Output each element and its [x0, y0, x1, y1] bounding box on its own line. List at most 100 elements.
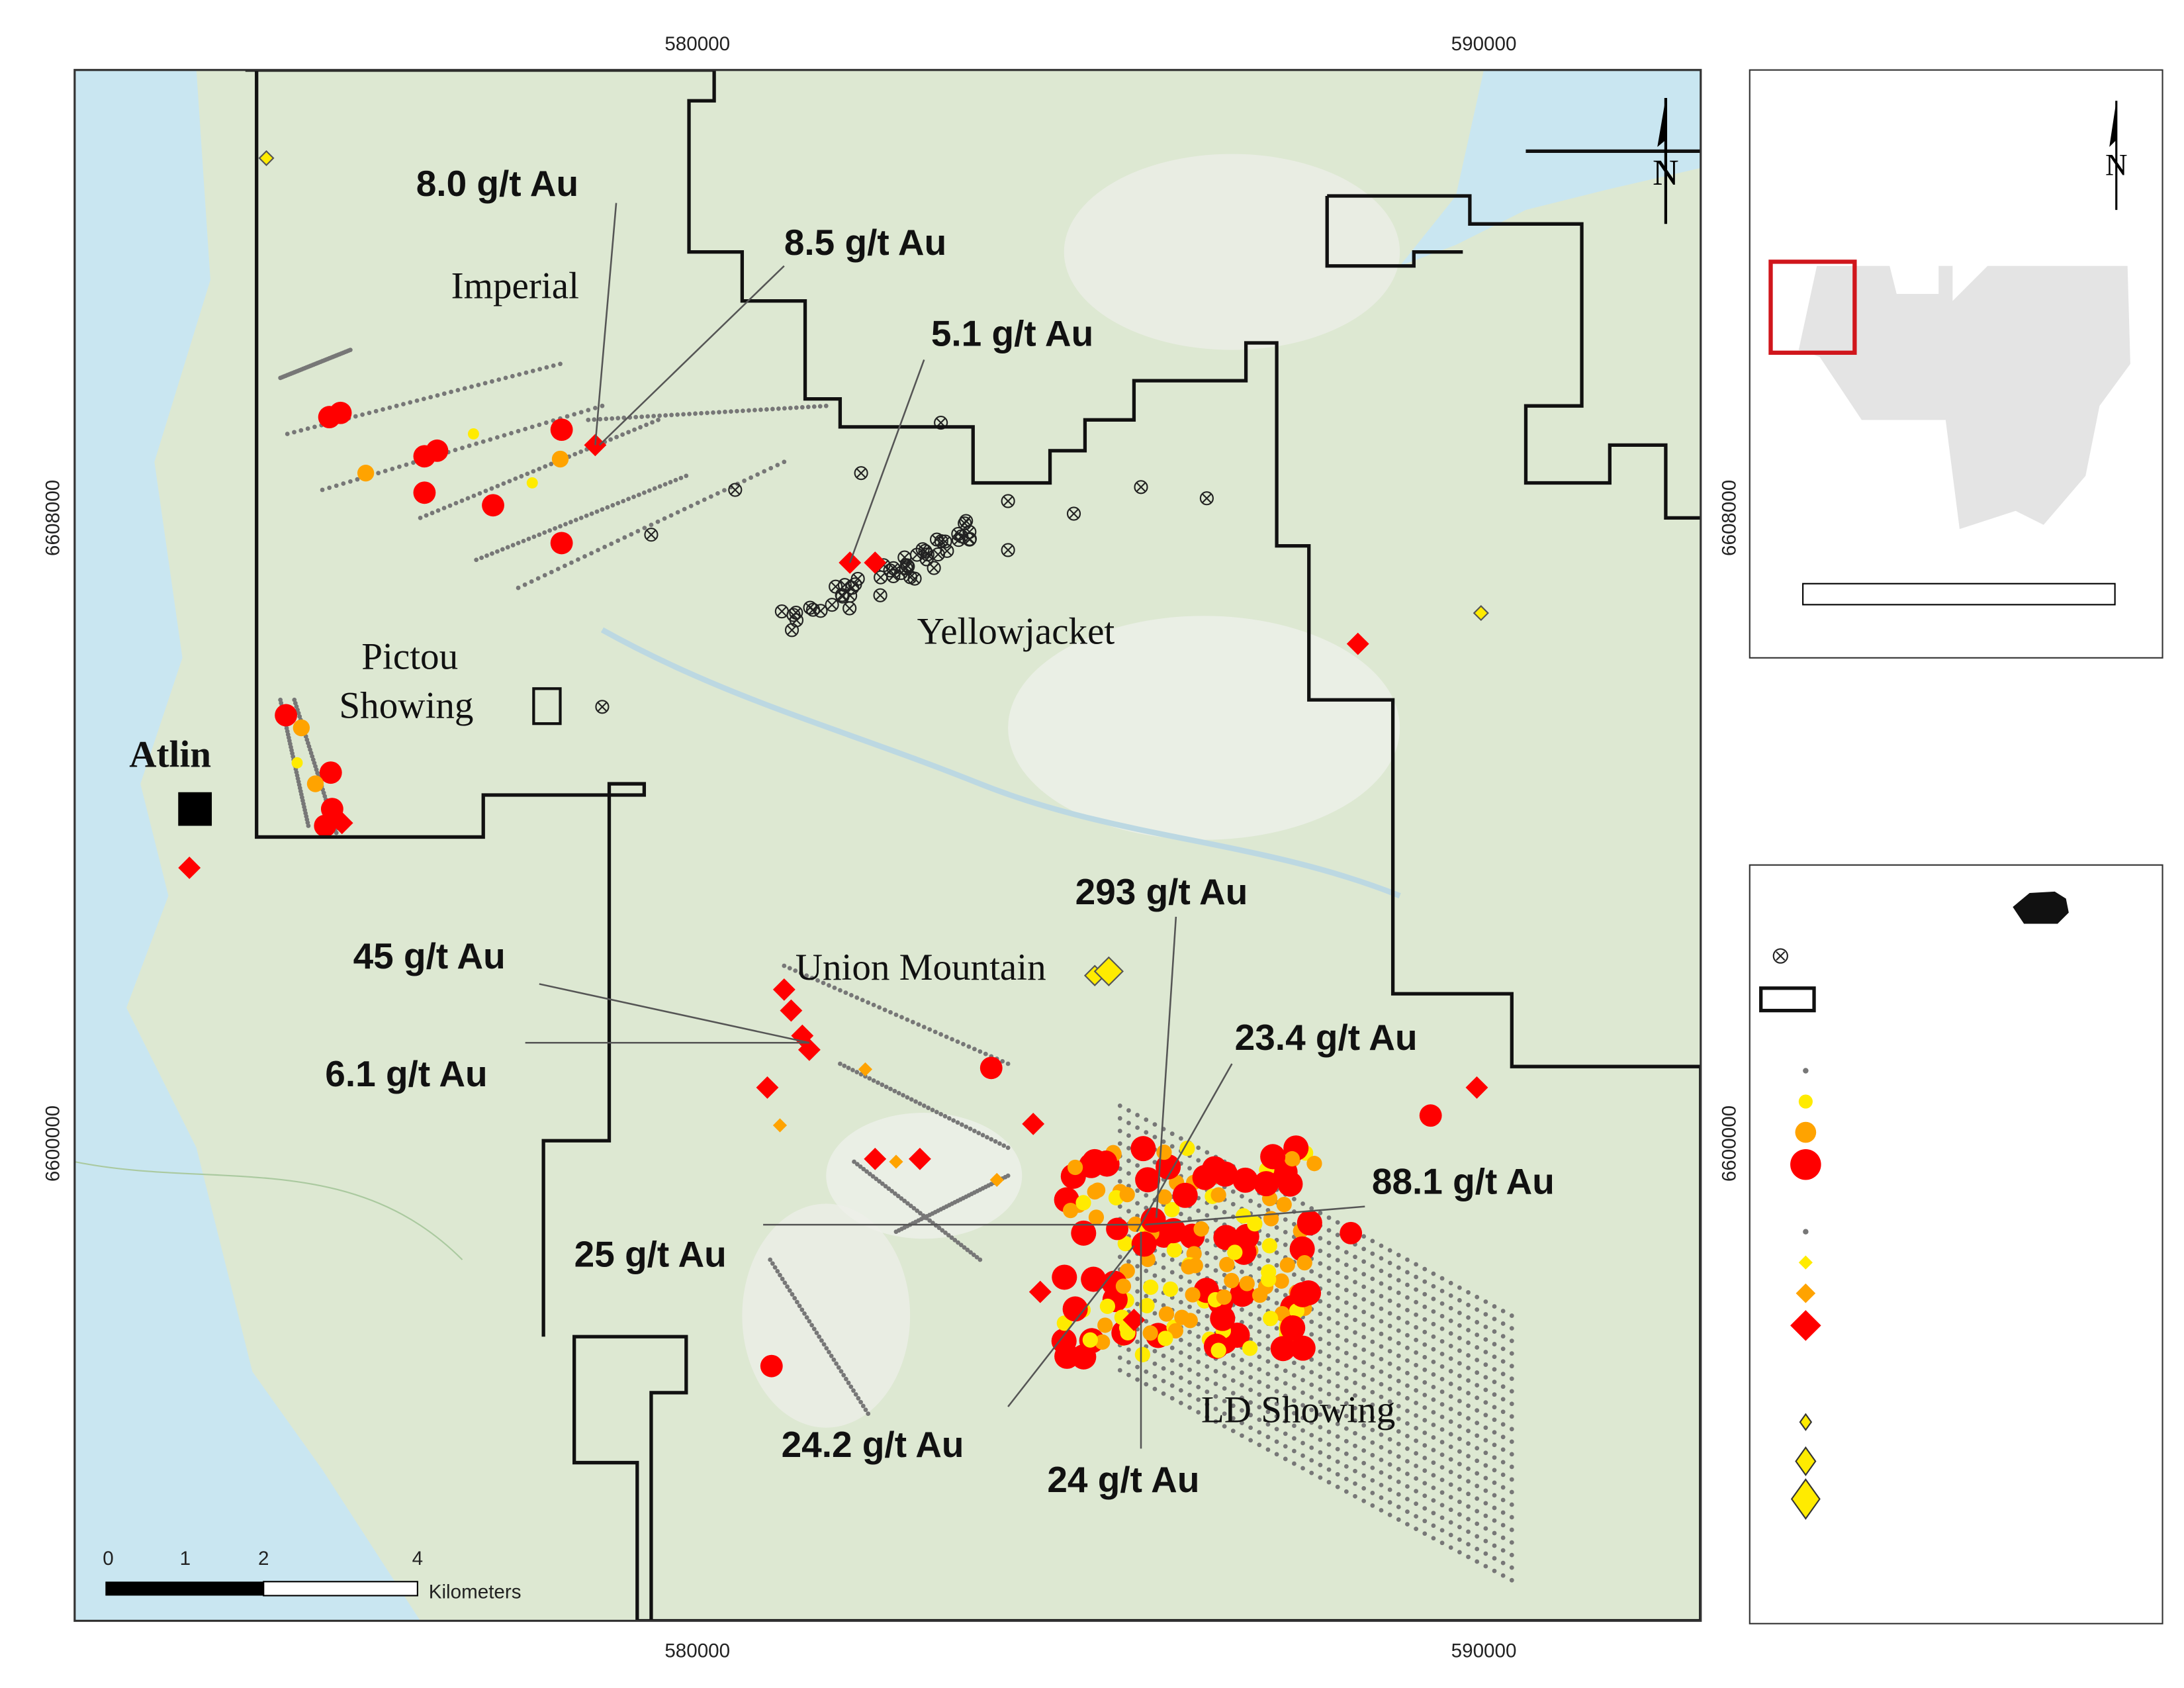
soil-sample: [553, 526, 557, 531]
soil-sample: [1431, 1334, 1436, 1339]
soil-sample: [1326, 1278, 1332, 1284]
soil-sample: [1222, 1374, 1227, 1378]
soil-sample: [1422, 1519, 1428, 1524]
soil-sample: [1117, 1355, 1122, 1360]
soil-sample: [1457, 1487, 1462, 1492]
soil-sample: [1448, 1407, 1453, 1411]
soil-sample-high: [1289, 1236, 1315, 1262]
soil-sample: [1457, 1386, 1462, 1391]
soil-sample: [896, 1090, 901, 1096]
soil-sample: [652, 486, 657, 491]
drill-collar: [962, 532, 977, 547]
soil-sample: [1396, 1479, 1401, 1484]
soil-sample: [418, 515, 423, 520]
soil-sample: [1210, 1187, 1226, 1203]
soil-sample: [620, 432, 625, 437]
soil-sample: [394, 403, 399, 408]
soil-sample: [494, 435, 500, 440]
drill-collar: [959, 514, 974, 528]
legend-symbol: [1790, 1478, 1821, 1520]
soil-sample: [1326, 1266, 1332, 1271]
soil-sample: [1318, 1399, 1323, 1405]
soil-sample: [1174, 1309, 1190, 1325]
soil-sample: [1240, 1421, 1244, 1426]
soil-sample: [1343, 1438, 1349, 1444]
logo-mark: [2013, 891, 2069, 924]
soil-sample: [1230, 1353, 1236, 1358]
soil-sample: [1300, 1466, 1305, 1471]
soil-sample: [1466, 1466, 1471, 1472]
drill-collar: [825, 598, 839, 612]
soil-sample: [1213, 1205, 1218, 1210]
soil-sample: [1187, 1279, 1192, 1284]
soil-sample: [1309, 1206, 1314, 1211]
soil-sample: [662, 482, 668, 487]
soil-sample: [1422, 1317, 1428, 1322]
soil-sample: [1326, 1442, 1332, 1447]
soil-sample: [1274, 1452, 1279, 1457]
soil-sample: [633, 414, 639, 420]
soil-sample: [1187, 1354, 1192, 1360]
legend-symbol: [1803, 1229, 1809, 1235]
soil-sample: [638, 425, 643, 430]
soil-sample: [558, 524, 563, 529]
soil-sample: [864, 1169, 869, 1174]
soil-sample: [1475, 1546, 1480, 1552]
soil-sample: [938, 1032, 944, 1037]
soil-sample: [1152, 1135, 1158, 1140]
soil-sample: [1265, 1384, 1271, 1389]
drill-collar: [875, 590, 886, 600]
soil-sample: [1387, 1475, 1392, 1479]
soil-sample: [1396, 1505, 1401, 1509]
soil-sample: [1119, 1186, 1135, 1203]
soil-sample: [1265, 1422, 1271, 1427]
soil-sample: [1326, 1228, 1332, 1233]
soil-sample: [1466, 1378, 1471, 1383]
soil-sample: [964, 1124, 969, 1129]
drill-collar: [845, 590, 855, 600]
soil-sample: [496, 377, 502, 382]
soil-sample: [1483, 1312, 1488, 1317]
soil-sample: [1196, 1372, 1201, 1377]
soil-sample: [852, 1159, 856, 1164]
soil-sample: [586, 408, 591, 412]
soil-sample: [1448, 1532, 1453, 1538]
soil-sample: [927, 1027, 933, 1032]
soil-sample: [867, 1076, 872, 1081]
soil-sample: [1265, 1346, 1271, 1351]
soil-sample: [1230, 1189, 1236, 1194]
soil-sample: [489, 486, 494, 491]
soil-sample: [854, 1162, 860, 1167]
soil-sample: [1379, 1444, 1384, 1450]
soil-sample: [1257, 1304, 1262, 1309]
soil-sample: [523, 370, 529, 375]
x-tick-label: 590000: [1451, 33, 1517, 55]
soil-sample: [1274, 1414, 1279, 1419]
soil-sample: [1509, 1577, 1514, 1583]
drill-collar: [1003, 496, 1013, 506]
soil-sample: [1483, 1299, 1488, 1304]
soil-sample: [502, 433, 507, 438]
soil-sample: [770, 1261, 775, 1266]
soil-sample: [1396, 1340, 1401, 1346]
soil-sample: [1343, 1376, 1349, 1381]
soil-sample: [913, 1099, 918, 1104]
soil-sample: [355, 477, 360, 482]
soil-sample: [1492, 1455, 1497, 1460]
soil-sample: [1370, 1264, 1375, 1269]
soil-sample: [1230, 1416, 1236, 1421]
soil-sample: [1126, 1108, 1131, 1113]
soil-sample: [535, 576, 541, 581]
soil-sample: [927, 1218, 933, 1223]
soil-sample: [474, 557, 479, 563]
soil-sample: [1248, 1413, 1253, 1418]
soil-sample: [411, 460, 416, 465]
soil-sample: [1335, 1484, 1340, 1489]
soil-sample: [1361, 1322, 1367, 1327]
soil-sample: [871, 1002, 876, 1008]
soil-sample: [1509, 1427, 1514, 1432]
soil-sample: [1361, 1272, 1367, 1277]
soil-sample: [1257, 1317, 1262, 1321]
legend-symbol: [1799, 1413, 1813, 1431]
soil-sample: [1115, 1278, 1132, 1294]
